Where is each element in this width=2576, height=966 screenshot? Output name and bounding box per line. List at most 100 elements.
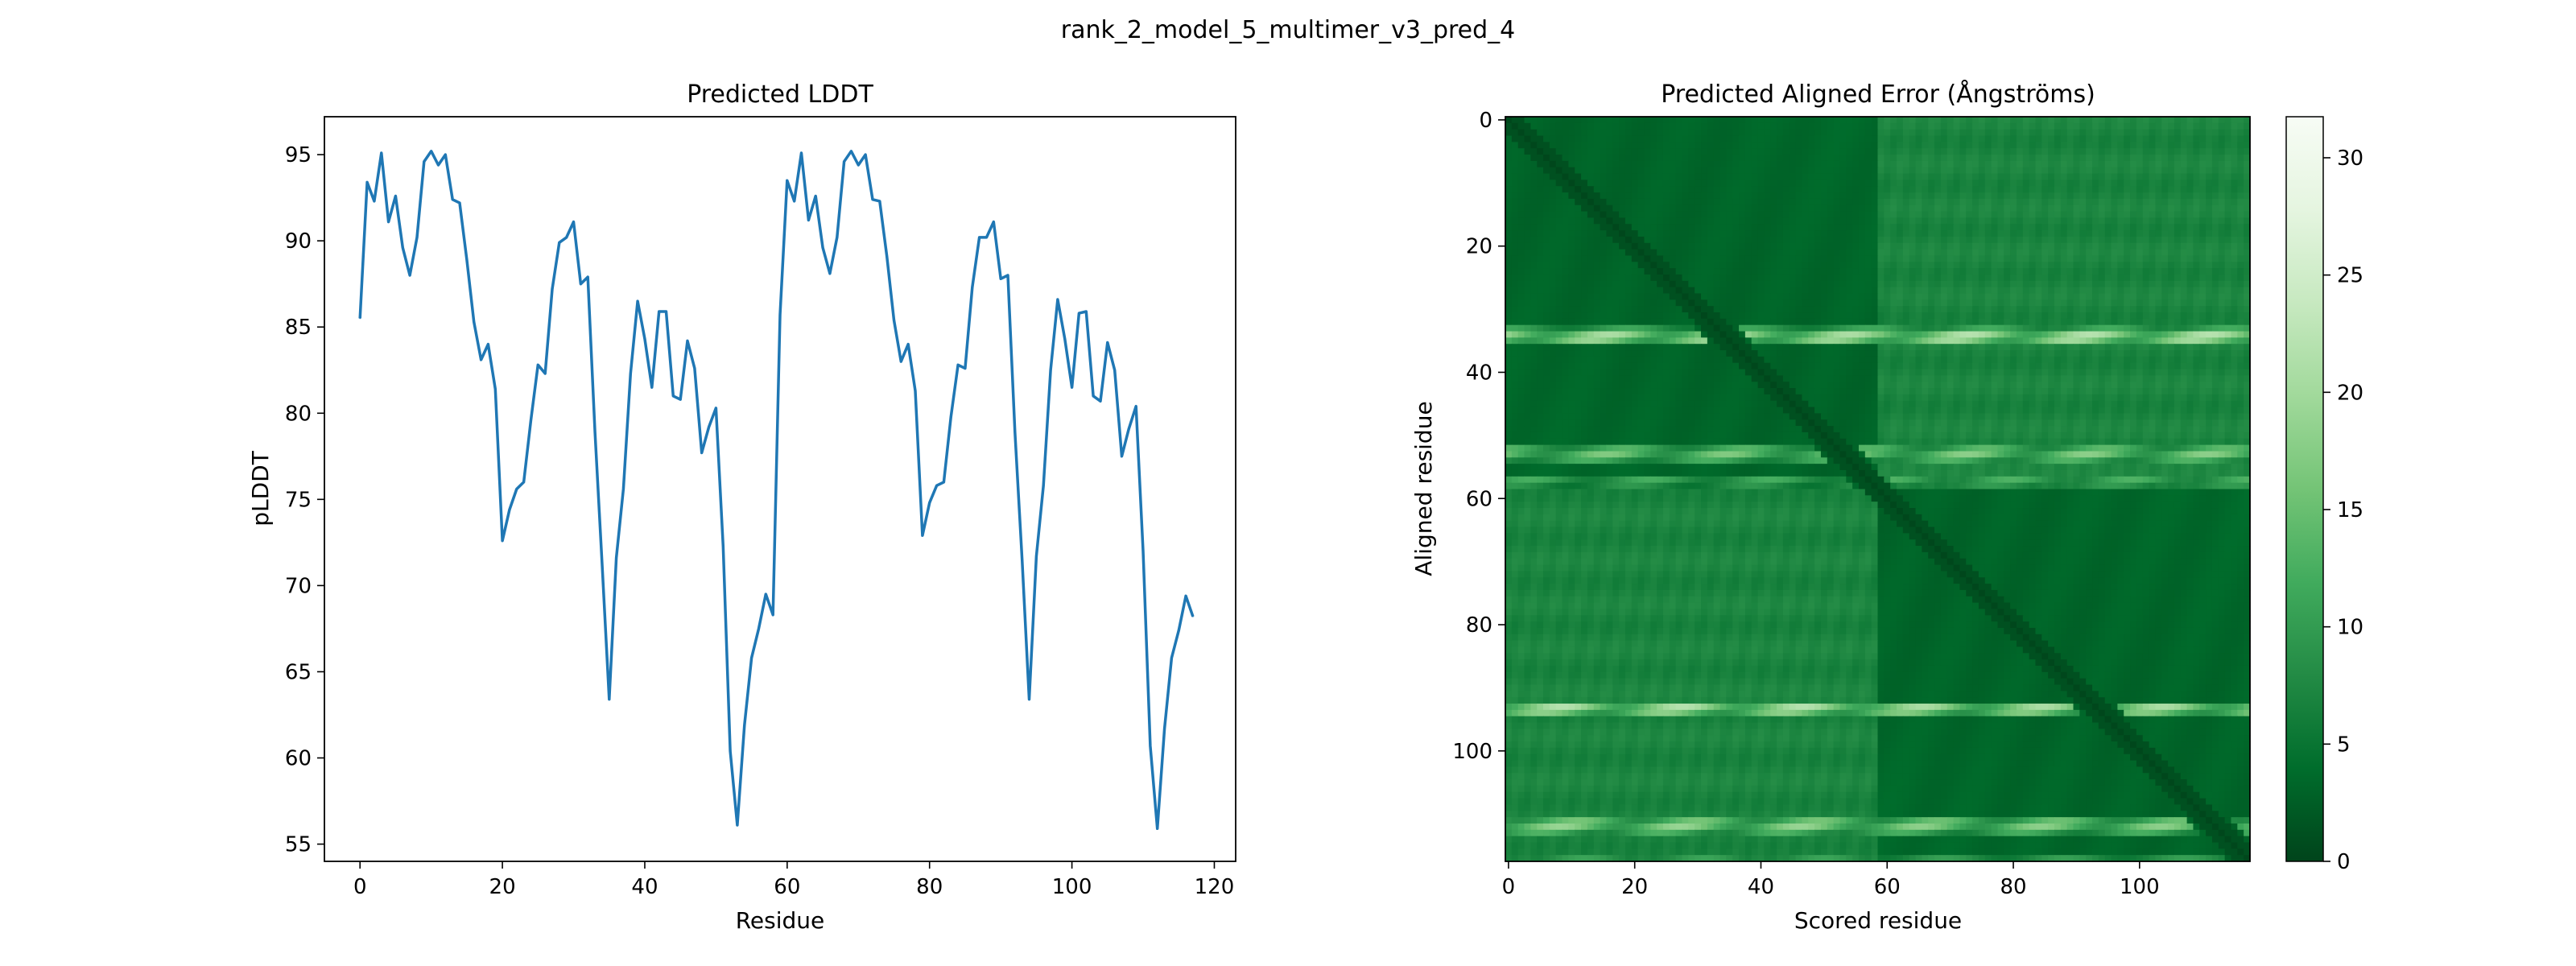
pae-cell [1726,224,1733,231]
pae-cell [2224,280,2232,288]
plddt-point [402,246,404,249]
pae-cell [1537,344,1544,351]
pae-cell [2016,356,2024,364]
pae-cell [2060,117,2068,124]
pae-cell [1814,324,1822,332]
pae-cell [1820,344,1828,351]
pae-cell [2180,280,2188,288]
pae-cell [1644,135,1651,142]
pae-cell [1902,236,1910,244]
pae-cell [1549,242,1557,250]
pae-cell [2041,167,2049,175]
pae-cell [1764,318,1771,326]
pae-cell [2161,280,2169,288]
pae-cell [1732,129,1740,137]
pae-cell [1606,318,1613,326]
pae-cell [1820,331,1828,338]
pae-cell [1549,299,1557,307]
pae-cell [2142,180,2150,187]
pae-cell [2086,293,2093,300]
pae-cell [2022,293,2030,300]
pae-cell [1922,180,1929,187]
pae-cell [1624,135,1633,142]
pae-cell [2035,217,2042,225]
pae-cell [1940,362,1948,370]
pae-cell [1568,344,1575,351]
pae-cell [1587,356,1595,364]
pae-cell [1517,142,1525,149]
pae-cell [1688,324,1695,332]
pae-cell [1991,117,1999,124]
pae-cell [1814,255,1822,262]
pae-cell [1928,167,1935,175]
pae-cell [1972,129,1979,137]
pae-cell [1505,280,1513,288]
pae-cell [1833,249,1841,257]
pae-cell [1562,344,1569,351]
pae-cell [1593,331,1601,338]
pae-cell [2211,167,2219,175]
pae-cell [1877,173,1885,180]
pae-cell [2168,337,2175,345]
pae-cell [1978,204,1986,213]
pae-cell [1682,299,1689,307]
pae-cell [2086,274,2093,282]
pae-cell [1631,344,1639,351]
pae-cell [1568,249,1575,257]
pae-cell [2041,356,2049,364]
pae-cell [2104,160,2112,168]
pae-cell [2010,142,2017,149]
pae-cell [2155,242,2162,250]
pae-cell [1858,224,1866,231]
pae-cell [1852,262,1860,269]
pae-cell [1959,129,1967,137]
pae-cell [1751,135,1759,142]
pae-cell [1713,293,1721,300]
pae-cell [1562,167,1569,175]
pae-cell [2199,122,2207,130]
pae-cell [1517,369,1525,376]
pae-cell [1511,337,1519,345]
pae-cell [1884,262,1891,269]
pae-cell [1650,362,1657,370]
pae-cell [1833,135,1841,142]
pae-cell [2124,186,2131,193]
pae-cell [2161,274,2169,282]
pae-cell [1984,306,1992,313]
pae-cell [2117,280,2124,288]
pae-cell [2231,324,2238,332]
plddt-point [694,367,696,369]
pae-cell [2206,204,2213,213]
pae-cell [1524,362,1531,370]
pae-cell [1524,148,1531,155]
pae-cell [1984,312,1992,320]
pae-cell [1524,155,1531,162]
pae-cell [1934,180,1942,187]
pae-cell [2237,262,2244,269]
pae-cell [1814,318,1822,326]
pae-cell [2086,324,2093,332]
pae-cell [1959,224,1967,231]
pae-cell [1777,167,1784,175]
pae-cell [2073,167,2080,175]
pae-cell [2174,337,2182,345]
pae-cell [1739,268,1746,275]
pae-cell [1846,249,1853,257]
pae-cell [1568,306,1575,313]
pae-cell [1612,356,1620,364]
pae-cell [2218,135,2226,142]
pae-cell [2206,356,2213,364]
pae-cell [2035,148,2042,155]
pae-cell [2073,318,2080,326]
pae-cell [1524,117,1531,124]
pae-cell [1839,306,1847,313]
pae-cell [1644,224,1651,231]
pae-cell [2041,287,2049,295]
pae-cell [2231,262,2238,269]
pae-cell [2231,180,2238,187]
pae-cell [1682,230,1689,237]
pae-cell [2168,299,2175,307]
pae-cell [1940,155,1948,162]
pae-cell [2035,122,2042,130]
pae-cell [2054,299,2062,307]
